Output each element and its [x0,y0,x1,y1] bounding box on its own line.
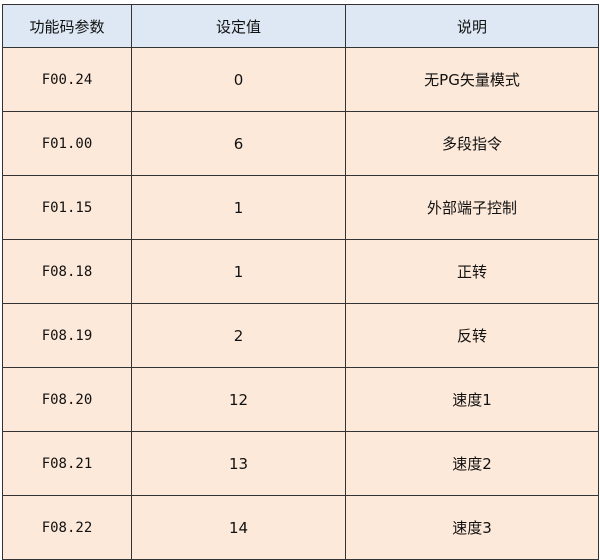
header-code: 功能码参数 [2,4,132,48]
cell-code: F01.00 [2,111,132,176]
cell-value: 1 [131,175,346,240]
cell-code: F08.20 [2,367,132,432]
cell-description: 无PG矢量模式 [345,47,599,112]
cell-value: 13 [131,431,346,496]
table-row: F08.20 12 速度1 [2,367,599,432]
cell-description: 外部端子控制 [345,175,599,240]
cell-code: F08.18 [2,239,132,304]
cell-description: 正转 [345,239,599,304]
table-row: F01.00 6 多段指令 [2,111,599,176]
cell-description: 速度3 [345,495,599,560]
table-row: F08.22 14 速度3 [2,495,599,560]
cell-code: F08.21 [2,431,132,496]
cell-code: F08.19 [2,303,132,368]
cell-description: 多段指令 [345,111,599,176]
table-row: F08.18 1 正转 [2,239,599,304]
cell-value: 12 [131,367,346,432]
cell-description: 速度2 [345,431,599,496]
header-row: 功能码参数 设定值 说明 [2,4,599,48]
cell-description: 速度1 [345,367,599,432]
parameter-table: 功能码参数 设定值 说明 F00.24 0 无PG矢量模式 F01.00 6 多段指令 F0… [2,4,599,560]
cell-value: 1 [131,239,346,304]
table-row: F08.21 13 速度2 [2,431,599,496]
header-value: 设定值 [131,4,346,48]
cell-description: 反转 [345,303,599,368]
table-row: F01.15 1 外部端子控制 [2,175,599,240]
cell-code: F01.15 [2,175,132,240]
cell-value: 2 [131,303,346,368]
cell-code: F08.22 [2,495,132,560]
cell-value: 6 [131,111,346,176]
cell-code: F00.24 [2,47,132,112]
table-row: F08.19 2 反转 [2,303,599,368]
header-description: 说明 [345,4,599,48]
cell-value: 0 [131,47,346,112]
cell-value: 14 [131,495,346,560]
table-row: F00.24 0 无PG矢量模式 [2,47,599,112]
